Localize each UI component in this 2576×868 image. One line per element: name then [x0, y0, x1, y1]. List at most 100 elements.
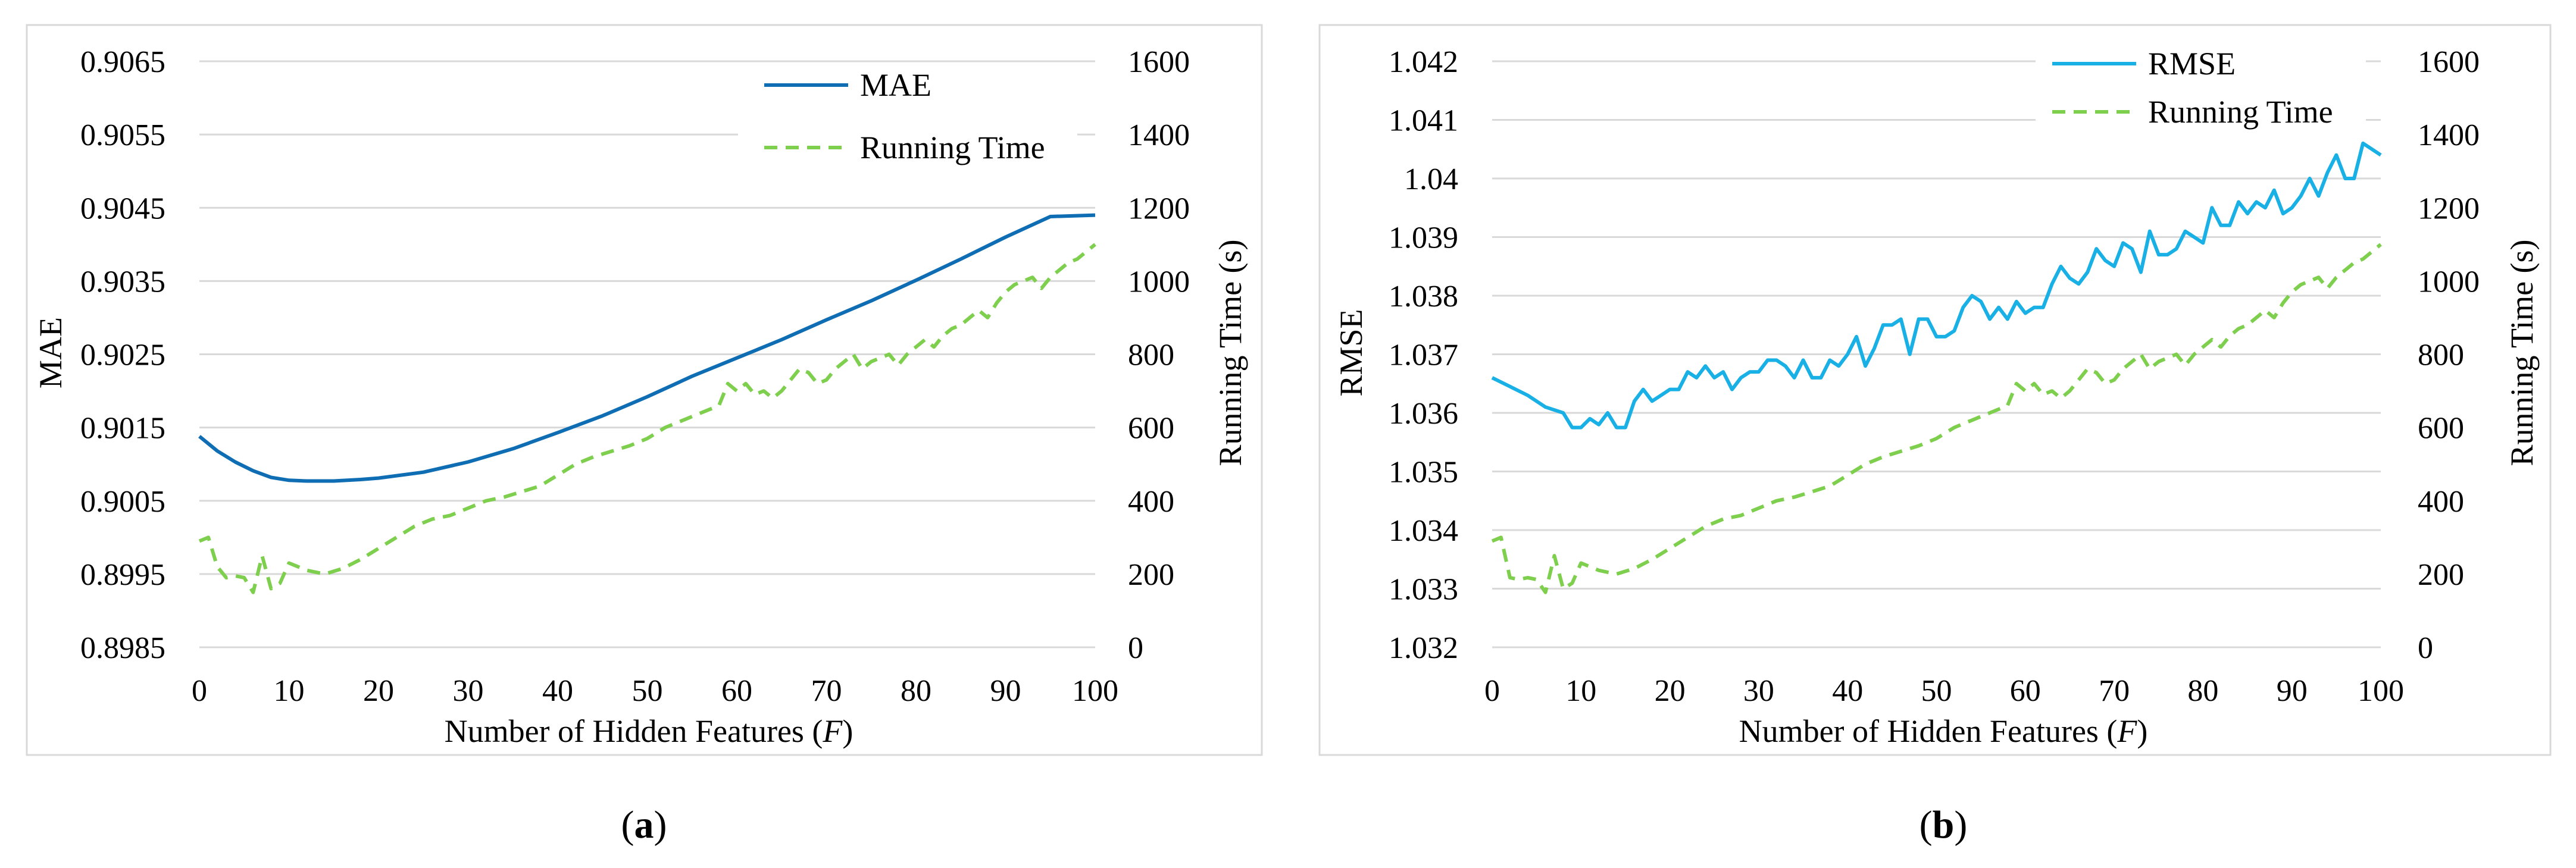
- panel-b-right-tick-label: 1400: [2418, 118, 2480, 152]
- panel-a-x-tick-label: 90: [990, 674, 1021, 708]
- panel-a-legend: MAE Running Time: [764, 67, 1045, 165]
- panel-b-primary-series-line: [1491, 141, 2382, 430]
- panel-a-x-tick-label: 0: [192, 674, 207, 708]
- panel-b-left-tick-label: 1.036: [1389, 397, 1458, 431]
- panel-b-right-tick-label: 1600: [2418, 45, 2480, 79]
- panel-a-left-tick-label: 0.9015: [80, 412, 165, 446]
- panel-b-caption-letter: b: [1933, 803, 1955, 847]
- panel-b-x-title-main: Number of Hidden Features (: [1739, 713, 2118, 749]
- panel-b-left-tick-label: 1.032: [1389, 631, 1458, 665]
- panel-a-left-axis-title: MAE: [33, 317, 68, 388]
- panel-b-x-tick-label: 30: [1743, 674, 1774, 708]
- panel-b-caption-open: (: [1920, 803, 1933, 847]
- panel-a-right-tick-label: 1400: [1128, 118, 1190, 152]
- panel-b-left-tick-label: 1.042: [1389, 45, 1458, 79]
- panel-a-right-tick-label: 200: [1128, 558, 1174, 592]
- panel-a-left-tick-label: 0.9025: [80, 339, 165, 372]
- panel-a-right-tick-label: 600: [1128, 412, 1174, 446]
- panel-a-right-tick-label: 1600: [1128, 45, 1190, 79]
- panel-a-right-tick-label: 400: [1128, 485, 1174, 519]
- panel-a-lines: [198, 213, 1096, 594]
- panel-a-x-title-main: Number of Hidden Features (: [445, 713, 823, 749]
- panel-b-right-tick-label: 200: [2418, 558, 2464, 592]
- panel-a-caption-open: (: [621, 803, 634, 847]
- panel-b-x-axis-title: Number of Hidden Features (F): [1739, 713, 2148, 749]
- panel-a: 0.8985 0.8995 0.9005 0.9015 0.9025 0.9035 0.90…: [26, 24, 1263, 847]
- panel-a-x-tick-label: 20: [363, 674, 394, 708]
- panel-b-right-tick-label: 0: [2418, 631, 2433, 665]
- panel-b-legend-label-time: Running Time: [2148, 94, 2333, 130]
- panel-a-right-tick-label: 1200: [1128, 192, 1190, 225]
- panel-b-lines: [1491, 141, 2382, 594]
- panel-b-x-tick-label: 20: [1655, 674, 1686, 708]
- panel-b-right-tick-label: 400: [2418, 485, 2464, 519]
- panel-b-x-title-var: F: [2117, 713, 2137, 749]
- panel-b-x-tick-label: 90: [2277, 674, 2308, 708]
- panel-a-caption-close: ): [654, 803, 667, 847]
- panel-b-x-tick-label: 70: [2099, 674, 2130, 708]
- panel-a-x-tick-label: 40: [542, 674, 573, 708]
- panel-a-x-tick-label: 10: [274, 674, 305, 708]
- panel-a-x-tick-label: 100: [1072, 674, 1118, 708]
- panel-a-caption-letter: a: [634, 803, 654, 847]
- panel-b-right-tick-label: 1200: [2418, 192, 2480, 225]
- panel-b-x-tick-label: 60: [2010, 674, 2041, 708]
- panel-b-caption: (b): [1920, 803, 1968, 847]
- panel-a-legend-label-primary: MAE: [860, 67, 931, 103]
- panel-a-left-tick-label: 0.9005: [80, 485, 165, 519]
- panel-b-right-tick-label: 600: [2418, 412, 2464, 446]
- panel-a-gridlines: [199, 60, 1095, 648]
- panel-a-x-title-var: F: [822, 713, 843, 749]
- panel-a-x-tick-label: 80: [901, 674, 931, 708]
- panel-b-gridlines: [1492, 60, 2381, 648]
- panel-b-x-tick-label: 40: [1832, 674, 1863, 708]
- panel-a-left-tick-label: 0.8985: [80, 631, 165, 665]
- panel-b-left-tick-label: 1.034: [1389, 514, 1458, 548]
- panel-b-left-tick-label: 1.038: [1389, 280, 1458, 314]
- panel-b-legend: RMSE Running Time: [2052, 46, 2333, 130]
- panel-b-left-tick-label: 1.033: [1389, 573, 1458, 607]
- panel-a-left-tick-label: 0.9065: [80, 45, 165, 79]
- panel-b-legend-label-primary: RMSE: [2148, 46, 2236, 82]
- panel-a-left-tick-label: 0.9055: [80, 118, 165, 152]
- panel-b-x-tick-label: 10: [1565, 674, 1596, 708]
- panel-a-legend-label-time: Running Time: [860, 130, 1045, 165]
- panel-a-x-axis-title: Number of Hidden Features (F): [445, 713, 854, 749]
- panel-a-x-tick-label: 70: [811, 674, 842, 708]
- panel-a-running-time-line: [198, 243, 1096, 594]
- panel-a-right-axis-title: Running Time (s): [1212, 239, 1248, 466]
- panel-b-left-tick-label: 1.035: [1389, 456, 1458, 490]
- panel-b-left-axis-title: RMSE: [1333, 309, 1369, 396]
- panel-a-left-tick-label: 0.9035: [80, 265, 165, 299]
- panel-b-right-tick-label: 800: [2418, 339, 2464, 372]
- panel-b-x-title-end: ): [2137, 713, 2147, 749]
- panel-b-x-tick-label: 80: [2187, 674, 2218, 708]
- panel-b-ticks: 1.032 1.033 1.034 1.035 1.036 1.037 1.038 1.039…: [1389, 45, 2480, 708]
- panel-b-x-tick-label: 50: [1921, 674, 1952, 708]
- panel-a-left-tick-label: 0.8995: [80, 558, 165, 592]
- panel-b: 1.032 1.033 1.034 1.035 1.036 1.037 1.038 1.039…: [1318, 24, 2552, 847]
- panel-b-left-tick-label: 1.041: [1389, 104, 1458, 138]
- panel-b-running-time-line: [1491, 243, 2382, 594]
- panel-a-right-tick-label: 1000: [1128, 265, 1190, 299]
- panel-a-x-tick-label: 60: [721, 674, 752, 708]
- panel-a-x-tick-label: 50: [632, 674, 663, 708]
- panel-a-right-tick-label: 0: [1128, 631, 1143, 665]
- panel-a-primary-series-line: [198, 213, 1096, 483]
- panel-b-frame: [1318, 24, 2552, 756]
- panel-b-x-tick-label: 0: [1484, 674, 1500, 708]
- panel-b-left-tick-label: 1.04: [1404, 162, 1458, 196]
- panel-b-x-tick-label: 100: [2358, 674, 2404, 708]
- panel-b-caption-close: ): [1954, 803, 1967, 847]
- panel-a-frame: [26, 24, 1263, 756]
- panel-a-left-tick-label: 0.9045: [80, 192, 165, 225]
- panel-b-left-tick-label: 1.039: [1389, 221, 1458, 255]
- panel-a-right-tick-label: 800: [1128, 339, 1174, 372]
- panel-a-ticks: 0.8985 0.8995 0.9005 0.9015 0.9025 0.9035 0.90…: [80, 45, 1190, 708]
- panel-a-x-title-end: ): [842, 713, 853, 749]
- panel-b-right-axis-title: Running Time (s): [2504, 239, 2540, 466]
- panel-b-left-tick-label: 1.037: [1389, 339, 1458, 372]
- panel-b-right-tick-label: 1000: [2418, 265, 2480, 299]
- panel-a-caption: (a): [621, 803, 667, 847]
